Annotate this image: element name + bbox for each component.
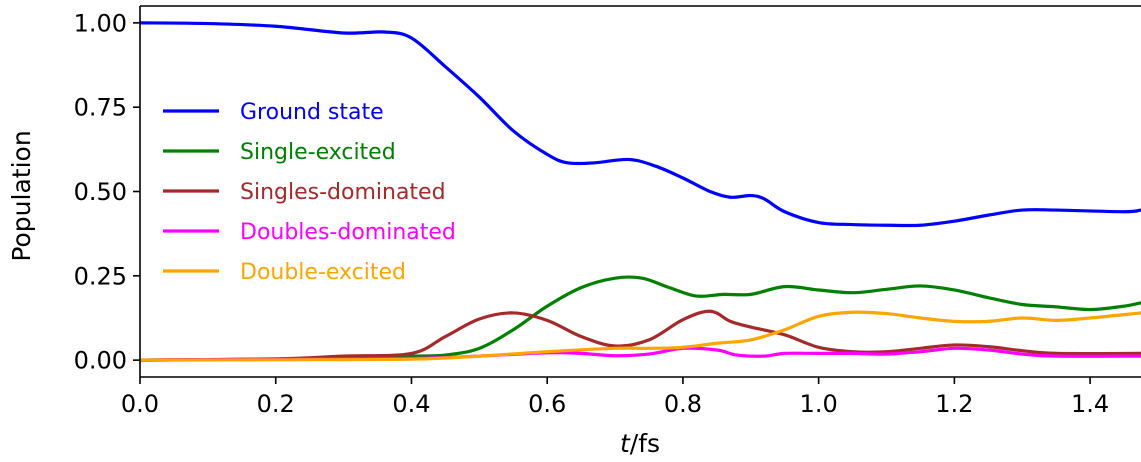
x-tick-label: 0.8 [664,390,702,418]
y-tick-label: 0.00 [74,347,127,375]
x-tick-label: 1.2 [935,390,973,418]
legend-label: Doubles-dominated [240,220,456,245]
series-line-single-excited [140,275,1141,362]
y-tick-label: 1.00 [74,9,127,37]
legend-label: Double-excited [240,260,406,285]
legend-label: Ground state [240,100,384,125]
y-axis-label: Population [7,130,36,261]
x-axis-label-italic: t [620,429,631,458]
x-tick-label: 1.4 [1071,390,1109,418]
x-axis-label: t/fs [620,429,660,458]
legend: Ground state Single-excited Singles-domina… [163,100,456,285]
x-tick-label: 0.4 [392,390,430,418]
y-tick-label: 0.75 [74,94,127,122]
series-line-double-excited [140,310,1141,362]
series-line-ground-state [140,21,1141,228]
legend-label: Singles-dominated [240,180,446,205]
x-tick-label: 0.2 [257,390,295,418]
series-line-singles-dominated [140,309,1141,362]
x-axis-label-unit: /fs [630,429,660,458]
y-tick-label: 0.50 [74,178,127,206]
x-tick-label: 0.6 [528,390,566,418]
axes-layer: 0.0 0.2 0.4 0.6 0.8 1.0 1.2 1.4 0.00 0.25 0.50 0.75… [74,5,1141,418]
x-tick-label: 1.0 [800,390,838,418]
legend-label: Single-excited [240,140,396,165]
x-tick-label: 0.0 [121,390,159,418]
y-tick-label: 0.25 [74,262,127,290]
series-layer [140,21,1141,362]
